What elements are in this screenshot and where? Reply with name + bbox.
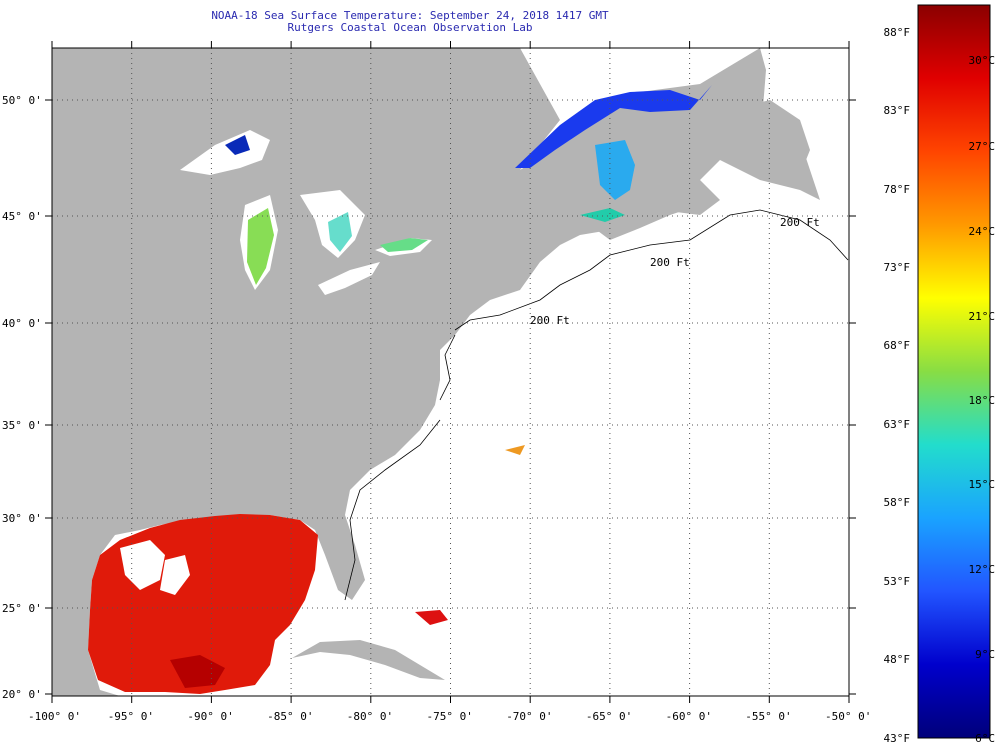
lat-label: 45° 0' <box>2 210 42 223</box>
f-label: 43°F <box>884 732 911 745</box>
graticule <box>52 48 849 696</box>
c-label: 6°C <box>975 732 995 745</box>
c-label: 30°C <box>969 54 996 67</box>
map-title: NOAA-18 Sea Surface Temperature: Septemb… <box>211 9 609 22</box>
f-label: 48°F <box>884 653 911 666</box>
sst-gulf-nodata-2 <box>160 555 190 595</box>
map-subtitle: Rutgers Coastal Ocean Observation Lab <box>287 21 533 34</box>
lat-label: 40° 0' <box>2 317 42 330</box>
colorbar-fahrenheit-labels: 88°F 83°F 78°F 73°F 68°F 63°F 58°F 53°F … <box>884 26 911 745</box>
latitude-labels: 50° 0' 45° 0' 40° 0' 35° 0' 30° 0' 25° 0… <box>2 94 42 701</box>
sst-bay-of-fundy <box>580 208 625 222</box>
lon-label: -100° 0' <box>28 710 81 723</box>
lon-label: -95° 0' <box>108 710 154 723</box>
c-label: 9°C <box>975 648 995 661</box>
isobath-label-3: 200 Ft <box>780 216 820 229</box>
sst-lake-huron <box>328 212 352 252</box>
lon-label: -90° 0' <box>187 710 233 723</box>
sst-gulf-nodata-1 <box>120 540 165 590</box>
lat-label: 20° 0' <box>2 688 42 701</box>
sst-st-lawrence <box>515 85 712 168</box>
f-label: 73°F <box>884 261 911 274</box>
lon-label: -80° 0' <box>347 710 393 723</box>
colorbar-celsius-labels: 30°C 27°C 24°C 21°C 18°C 15°C 12°C 9°C 6… <box>969 54 996 745</box>
c-label: 24°C <box>969 225 996 238</box>
lon-label: -50° 0' <box>825 710 871 723</box>
f-label: 58°F <box>884 496 911 509</box>
sst-gulf-st-lawrence <box>595 140 635 200</box>
isobath-label-2: 200 Ft <box>650 256 690 269</box>
sst-bahamas <box>415 610 448 625</box>
lat-label: 30° 0' <box>2 512 42 525</box>
lon-label: -60° 0' <box>666 710 712 723</box>
f-label: 53°F <box>884 575 911 588</box>
c-label: 18°C <box>969 394 996 407</box>
lon-label: -55° 0' <box>745 710 791 723</box>
c-label: 12°C <box>969 563 996 576</box>
c-label: 21°C <box>969 310 996 323</box>
f-label: 78°F <box>884 183 911 196</box>
f-label: 68°F <box>884 339 911 352</box>
sst-lake-michigan <box>247 208 274 285</box>
lat-label: 35° 0' <box>2 419 42 432</box>
sst-lake-erie <box>380 238 428 252</box>
colorbar <box>917 4 991 739</box>
axis-ticks <box>45 41 856 703</box>
f-label: 88°F <box>884 26 911 39</box>
lat-label: 50° 0' <box>2 94 42 107</box>
lon-label: -65° 0' <box>586 710 632 723</box>
sst-lake-superior <box>225 135 250 155</box>
lon-label: -75° 0' <box>427 710 473 723</box>
isobath-label-1: 200 Ft <box>530 314 570 327</box>
lake-erie <box>318 262 380 295</box>
f-label: 83°F <box>884 104 911 117</box>
land-nova-scotia <box>590 190 700 240</box>
c-label: 15°C <box>969 478 996 491</box>
isobaths <box>344 209 849 601</box>
f-label: 63°F <box>884 418 911 431</box>
land-cuba <box>292 640 445 680</box>
lake-superior <box>180 130 270 175</box>
lon-label: -85° 0' <box>267 710 313 723</box>
lat-label: 25° 0' <box>2 602 42 615</box>
land-newfoundland <box>700 100 810 175</box>
longitude-labels: -100° 0' -95° 0' -90° 0' -85° 0' -80° 0'… <box>28 710 871 723</box>
sst-open-ocean <box>505 445 525 455</box>
lon-label: -70° 0' <box>506 710 552 723</box>
c-label: 27°C <box>969 140 996 153</box>
